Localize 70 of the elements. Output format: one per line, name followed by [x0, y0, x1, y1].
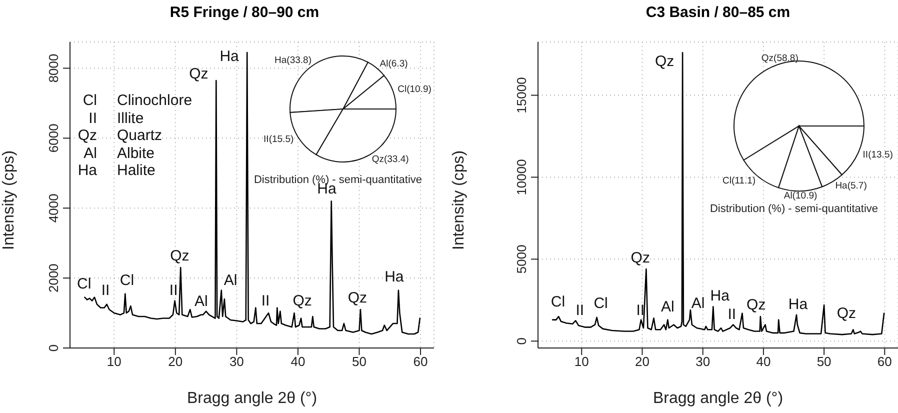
- annotation: II: [636, 302, 645, 319]
- y-tick-label: 0: [46, 344, 61, 352]
- y-axis-title: Intensity (cps): [0, 150, 18, 250]
- annotation: Al: [691, 295, 705, 312]
- annotation: Al: [194, 292, 208, 310]
- annotation: Cl: [550, 294, 566, 311]
- y-tick-label: 15000: [514, 77, 529, 114]
- annotation: Qz: [189, 65, 208, 82]
- slice-label: Qz(58.8): [761, 53, 798, 64]
- x-tick-label: 50: [816, 354, 832, 370]
- annotation: Qz: [630, 250, 650, 267]
- slice-label: Ha(33.8): [274, 54, 312, 66]
- x-tick-label: 50: [352, 354, 366, 370]
- annotation: Qz: [348, 289, 368, 306]
- slice-label: II(15.5): [264, 134, 294, 145]
- slice-label: Cl(10.9): [398, 84, 432, 96]
- slice-label: II(13.5): [862, 149, 893, 160]
- x-tick-label: 10: [574, 354, 589, 370]
- chart-title: C3 Basin / 80–85 cm: [646, 4, 790, 21]
- annotation: II: [169, 282, 178, 299]
- x-tick-label: 40: [290, 354, 306, 370]
- y-tick-label: 8000: [46, 54, 61, 83]
- text: Distribution (%) - semi-quantitative: [254, 174, 422, 186]
- y-axis-title: Intensity (cps): [450, 150, 468, 250]
- annotation: Ha: [384, 268, 404, 286]
- slice-label: Qz(33.4): [372, 154, 409, 165]
- annotation: Al: [224, 272, 238, 289]
- y-tick-label: 4000: [46, 194, 61, 223]
- annotation: Qz: [292, 292, 312, 310]
- x-tick-label: 30: [696, 354, 710, 370]
- annotation: II: [728, 306, 736, 323]
- y-tick-label: 10000: [514, 159, 529, 196]
- annotation: II: [261, 292, 270, 310]
- x-tick-label: 60: [413, 354, 428, 370]
- text: Qz Quartz: [78, 127, 162, 144]
- y-tick-label: 2000: [46, 264, 61, 293]
- x-tick-label: 10: [106, 354, 122, 370]
- annotation: Al: [661, 298, 674, 316]
- y-tick-label: 5000: [514, 244, 529, 274]
- text: Distribution (%) - semi-quantitative: [708, 203, 880, 215]
- y-tick-label: 0: [514, 338, 529, 345]
- annotation: Qz: [654, 52, 674, 70]
- annotation: Qz: [746, 296, 766, 314]
- x-tick-label: 60: [877, 354, 892, 370]
- text: Cl Clinochlore: [82, 92, 192, 109]
- slice-label: Al(6.3): [380, 58, 408, 70]
- annotation: II: [101, 282, 110, 299]
- annotation: Cl: [120, 272, 134, 289]
- chart-title: R5 Fringe / 80–90 cm: [170, 4, 320, 21]
- x-tick-label: 40: [756, 354, 771, 370]
- x-tick-label: 30: [229, 354, 244, 370]
- annotation: Ha: [220, 48, 240, 65]
- annotation: Qz: [836, 305, 856, 322]
- x-tick-label: 20: [635, 354, 650, 370]
- annotation: Ha: [710, 288, 730, 305]
- annotation: Cl: [594, 294, 608, 312]
- slice-label: Ha(5.7): [835, 180, 867, 192]
- slice-label: Al(10.9): [784, 190, 818, 202]
- text: Al Albite: [84, 144, 155, 162]
- annotation: Cl: [77, 275, 92, 292]
- x-axis-title: Bragg angle 2θ (°): [186, 390, 318, 407]
- text: Ha Halite: [78, 162, 156, 179]
- annotation: II: [576, 302, 584, 319]
- x-tick-label: 20: [168, 354, 183, 370]
- annotation: Ha: [788, 296, 808, 313]
- y-tick-label: 6000: [46, 124, 61, 153]
- annotation: Qz: [170, 248, 190, 265]
- x-axis-title: Bragg angle 2θ (°): [652, 390, 784, 407]
- text: II Illite: [88, 110, 144, 126]
- slice-label: Cl(11.1): [722, 175, 756, 186]
